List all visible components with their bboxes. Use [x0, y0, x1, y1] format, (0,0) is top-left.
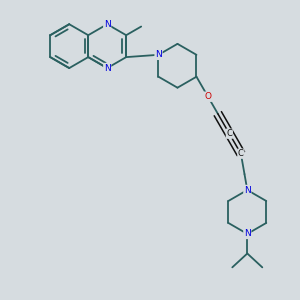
Text: N: N	[155, 50, 162, 59]
Text: N: N	[244, 230, 251, 238]
Text: C: C	[238, 149, 244, 158]
Text: C: C	[226, 129, 232, 138]
Text: N: N	[244, 185, 251, 194]
Text: O: O	[205, 92, 212, 101]
Text: N: N	[104, 20, 111, 29]
Text: N: N	[104, 64, 111, 73]
